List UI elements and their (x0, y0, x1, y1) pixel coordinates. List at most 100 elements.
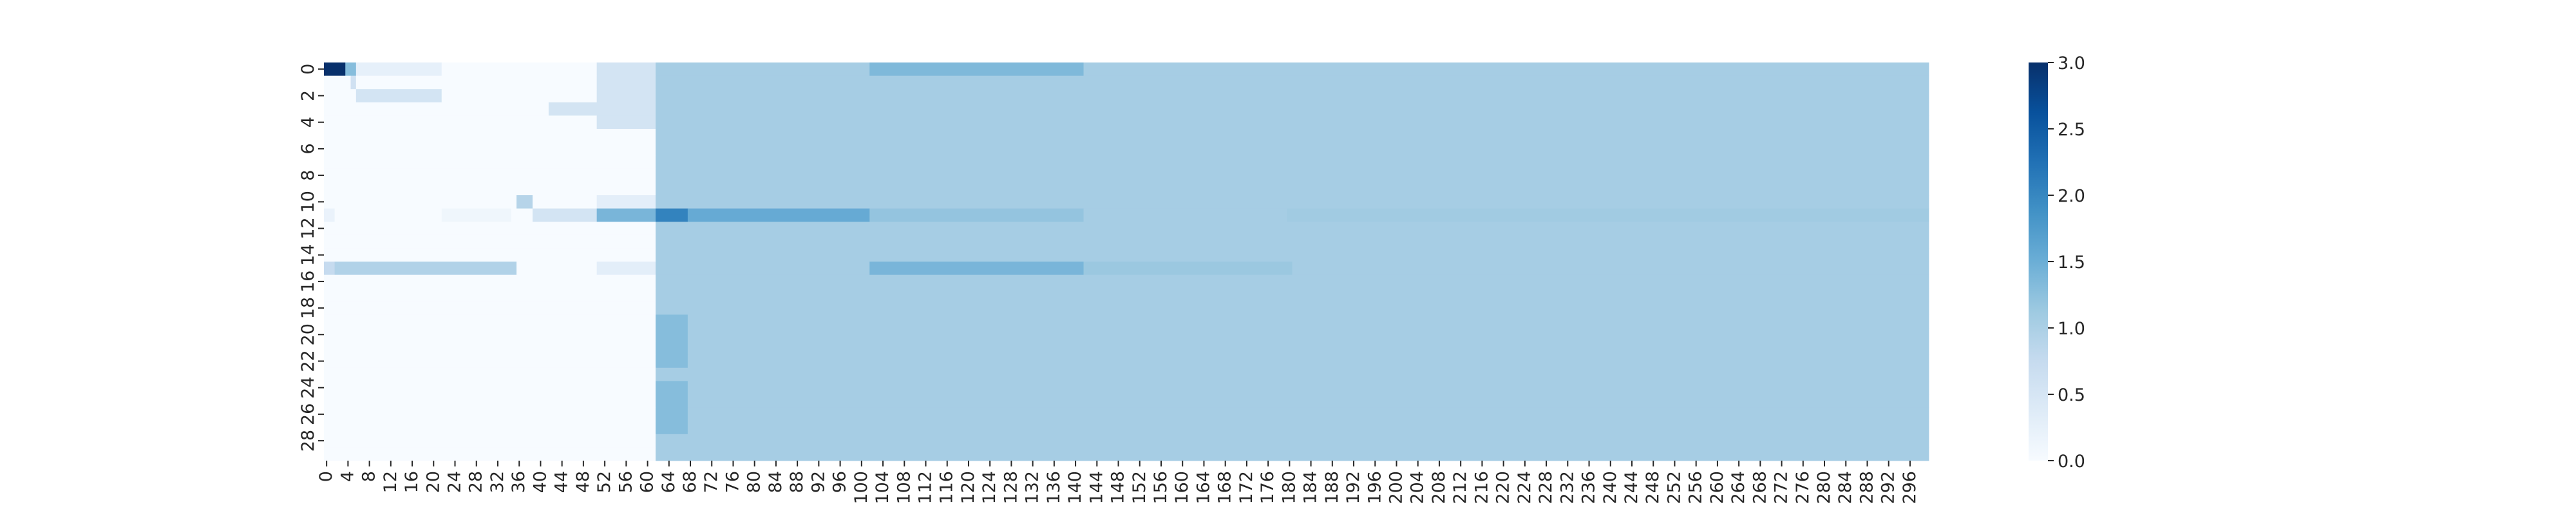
y-tick-label: 10 (298, 191, 318, 213)
x-tick-label: 284 (1835, 471, 1855, 504)
y-tick-label: 24 (298, 377, 318, 399)
y-tick-label: 26 (298, 403, 318, 425)
x-tick-label: 224 (1515, 471, 1535, 504)
y-tick-label: 8 (298, 170, 318, 181)
x-tick-label: 188 (1322, 471, 1342, 504)
heatmap-cell (687, 208, 870, 222)
heatmap-cell (355, 62, 442, 76)
heatmap-cell (324, 447, 656, 461)
heatmap-cell (441, 62, 598, 76)
heatmap-cell (656, 328, 688, 341)
x-tick-label: 8 (359, 471, 379, 482)
x-tick-label: 40 (530, 471, 550, 493)
heatmap-cell (869, 208, 1084, 222)
heatmap-cell (596, 208, 656, 222)
heatmap-cell (596, 75, 656, 90)
y-tick-label: 28 (298, 430, 318, 452)
x-axis-ticks: 0 4 8 12 16 20 24 28 32 36 40 44 48 52 56 60 64 68 72 76 80 8… (316, 461, 1920, 504)
heatmap-cell (656, 155, 1929, 169)
colorbar-tick-label: 0.5 (2058, 385, 2085, 405)
heatmap-cell (324, 208, 336, 222)
x-tick-label: 52 (594, 471, 614, 493)
colorbar-tick-label: 3.0 (2058, 53, 2085, 73)
heatmap-cell (656, 182, 1929, 196)
x-tick-label: 88 (787, 471, 807, 493)
colorbar-tick-label: 1.0 (2058, 319, 2085, 339)
heatmap-cell (324, 222, 656, 236)
heatmap-cell (350, 75, 357, 90)
heatmap-cell (324, 102, 549, 116)
heatmap-cell (656, 274, 1929, 289)
heatmap-cell (324, 381, 656, 395)
x-tick-label: 24 (445, 471, 465, 493)
heatmap-cell (656, 381, 688, 395)
y-tick-label: 22 (298, 350, 318, 372)
heatmap-cell (324, 142, 656, 156)
y-tick-label: 18 (298, 297, 318, 319)
heatmap-cell (656, 421, 688, 435)
x-tick-label: 0 (316, 471, 336, 482)
heatmap-cell (334, 208, 442, 222)
heatmap-cell (324, 407, 656, 421)
heatmap-cell (441, 208, 512, 222)
x-tick-label: 180 (1279, 471, 1299, 504)
heatmap-cell (596, 262, 656, 275)
x-tick-label: 20 (423, 471, 443, 493)
colorbar-ticks: 0.0 0.5 1.0 1.5 2.0 2.5 3.0 (2048, 53, 2085, 472)
x-tick-label: 48 (573, 471, 593, 493)
heatmap-cell (324, 421, 656, 435)
heatmap-cell (596, 62, 656, 76)
x-tick-label: 76 (723, 471, 743, 493)
heatmap-cell (687, 421, 1929, 435)
heatmap-cell (1083, 262, 1293, 275)
x-tick-label: 56 (616, 471, 636, 493)
y-tick-label: 0 (298, 64, 318, 75)
x-tick-label: 192 (1343, 471, 1363, 504)
heatmap-cell (1083, 62, 1929, 76)
x-tick-label: 132 (1023, 471, 1043, 504)
heatmap-cell (532, 195, 598, 209)
heatmap-cell (656, 314, 688, 329)
heatmap-cell (324, 367, 656, 381)
heatmap-cell (869, 62, 1084, 76)
heatmap-cell (324, 62, 346, 76)
x-tick-label: 280 (1814, 471, 1834, 504)
x-tick-label: 172 (1236, 471, 1256, 504)
x-tick-label: 292 (1879, 471, 1899, 504)
x-tick-label: 244 (1622, 471, 1642, 504)
x-tick-label: 80 (744, 471, 764, 493)
heatmap-cell (324, 274, 656, 289)
x-tick-label: 164 (1193, 471, 1213, 504)
heatmap-cell (656, 394, 688, 408)
heatmap-cell (656, 407, 688, 421)
heatmap-cell (324, 301, 656, 315)
colorbar-gradient (2029, 62, 2048, 461)
x-tick-label: 140 (1065, 471, 1085, 504)
heatmap-cell (656, 89, 1929, 103)
heatmap-cell (345, 62, 357, 76)
x-tick-label: 252 (1664, 471, 1684, 504)
x-tick-label: 92 (808, 471, 828, 493)
x-tick-label: 220 (1493, 471, 1513, 504)
heatmap-cell (687, 407, 1929, 421)
x-tick-label: 44 (552, 471, 572, 493)
x-tick-label: 228 (1536, 471, 1556, 504)
x-tick-label: 108 (894, 471, 914, 504)
x-tick-label: 156 (1151, 471, 1171, 504)
x-tick-label: 112 (916, 471, 936, 504)
heatmap-cell (324, 262, 336, 275)
heatmap-cell (548, 102, 656, 116)
heatmap-cell (324, 328, 656, 341)
x-tick-label: 248 (1643, 471, 1663, 504)
heatmap-cell (656, 367, 1929, 381)
heatmap-cell (656, 341, 688, 355)
heatmap-cell (656, 447, 1929, 461)
heatmap-cell (324, 75, 351, 90)
x-tick-label: 276 (1793, 471, 1813, 504)
x-tick-label: 104 (873, 471, 893, 504)
heatmap-cell (324, 129, 656, 142)
x-tick-label: 68 (680, 471, 700, 493)
heatmap-cell (324, 288, 656, 302)
heatmap-cell (687, 381, 1929, 395)
